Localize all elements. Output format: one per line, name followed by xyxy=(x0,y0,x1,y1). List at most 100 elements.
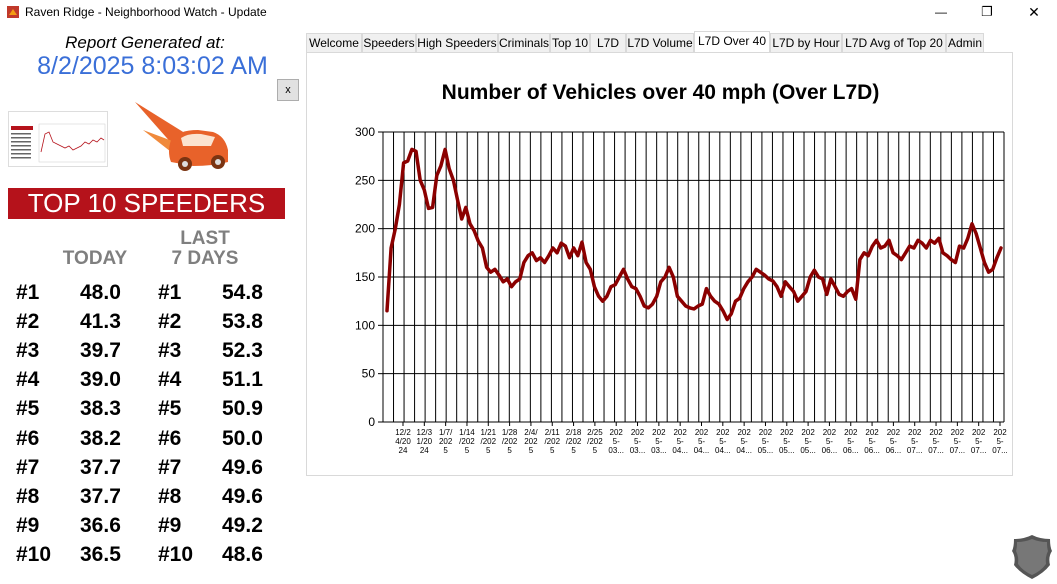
report-thumbnail-image xyxy=(8,111,108,167)
today-rank: #6 xyxy=(16,426,40,450)
today-speed: 36.6 xyxy=(80,513,121,537)
last7-speed: 48.6 xyxy=(222,542,263,566)
tab-high-speeders[interactable]: High Speeders xyxy=(416,33,498,52)
last7-speed: 53.8 xyxy=(222,310,263,334)
close-icon: ✕ xyxy=(1028,3,1040,20)
today-speed: 37.7 xyxy=(80,484,121,508)
last7-rank: #8 xyxy=(158,484,182,508)
x-tick-label: 2/25/202 5 xyxy=(587,428,603,455)
y-tick-label: 0 xyxy=(368,415,375,429)
today-rank: #5 xyxy=(16,397,40,421)
last7-speed: 51.1 xyxy=(222,368,263,392)
tab-l7d-volume[interactable]: L7D Volume xyxy=(626,33,694,52)
y-tick-label: 50 xyxy=(362,367,376,381)
tab-top-10[interactable]: Top 10 xyxy=(550,33,590,52)
last7-column-header-line1: LAST xyxy=(180,228,230,249)
x-tick-label: 202 5-06... xyxy=(822,428,838,455)
today-speed: 38.3 xyxy=(80,397,121,421)
close-panel-button[interactable]: x xyxy=(277,79,299,101)
last7-column-header-line2: 7 DAYS xyxy=(171,248,239,269)
y-tick-label: 100 xyxy=(355,318,375,332)
speeding-car-logo xyxy=(135,102,228,171)
y-tick-label: 200 xyxy=(355,222,375,236)
shield-badge-icon xyxy=(1012,535,1052,579)
x-tick-label: 202 5-06... xyxy=(843,428,859,455)
x-tick-label: 202 5-07... xyxy=(992,428,1008,455)
y-tick-label: 250 xyxy=(355,173,375,187)
x-tick-label: 2/4/202 5 xyxy=(524,428,538,455)
window-title: Raven Ridge - Neighborhood Watch - Updat… xyxy=(25,5,267,19)
x-tick-label: 2/11/202 5 xyxy=(544,428,560,455)
x-tick-label: 202 5-07... xyxy=(907,428,923,455)
today-rank: #1 xyxy=(16,281,40,304)
chart-title: Number of Vehicles over 40 mph (Over L7D… xyxy=(441,81,880,104)
x-tick-label: 202 5-06... xyxy=(864,428,880,455)
report-generated-label: Report Generated at: xyxy=(65,33,225,52)
last7-rank: #10 xyxy=(158,542,194,566)
maximize-icon: ❐ xyxy=(981,4,993,19)
x-tick-label: 12/2 4/20 24 xyxy=(395,428,411,455)
x-tick-label: 202 5-07... xyxy=(950,428,966,455)
last7-rank: #4 xyxy=(158,368,182,392)
last7-speed: 54.8 xyxy=(222,281,263,304)
speeder-row: #7 37.7 #7 49.6 xyxy=(0,456,300,484)
x-tick-label: 12/3 1/20 24 xyxy=(417,428,433,455)
app-icon xyxy=(7,6,19,18)
x-tick-label: 202 5-04... xyxy=(694,428,710,455)
last7-speed: 49.6 xyxy=(222,455,263,479)
tab-welcome[interactable]: Welcome xyxy=(306,33,362,52)
close-window-button[interactable]: ✕ xyxy=(1011,0,1057,24)
speeder-row: #10 36.5 #10 48.6 xyxy=(0,543,300,571)
x-tick-label: 202 5-03... xyxy=(608,428,624,455)
x-tick-label: 1/28/202 5 xyxy=(502,428,518,455)
tab-criminals[interactable]: Criminals xyxy=(498,33,550,52)
tab-l7d[interactable]: L7D xyxy=(590,33,626,52)
today-rank: #8 xyxy=(16,484,40,508)
last7-rank: #2 xyxy=(158,310,182,334)
x-tick-label: 2/18/202 5 xyxy=(566,428,582,455)
speeder-row: #4 39.0 #4 51.1 xyxy=(0,368,300,396)
x-tick-label: 202 5-06... xyxy=(886,428,902,455)
last7-rank: #6 xyxy=(158,426,182,450)
tab-speeders[interactable]: Speeders xyxy=(362,33,416,52)
today-speed: 39.7 xyxy=(80,339,121,363)
y-tick-label: 300 xyxy=(355,125,375,139)
last7-rank: #5 xyxy=(158,397,182,421)
speeder-row: #8 37.7 #8 49.6 xyxy=(0,485,300,513)
chart-panel: Number of Vehicles over 40 mph (Over L7D… xyxy=(306,52,1013,476)
last7-speed: 49.6 xyxy=(222,484,263,508)
today-speed: 39.0 xyxy=(80,368,121,392)
speeder-row: #9 36.6 #9 49.2 xyxy=(0,514,300,542)
report-datetime: 8/2/2025 8:03:02 AM xyxy=(37,52,268,80)
last7-rank: #9 xyxy=(158,513,182,537)
x-tick-label: 202 5-05... xyxy=(800,428,816,455)
today-speed: 41.3 xyxy=(80,310,121,334)
x-tick-label: 202 5-04... xyxy=(736,428,752,455)
tab-admin[interactable]: Admin xyxy=(946,33,984,52)
x-tick-label: 202 5-05... xyxy=(758,428,774,455)
x-tick-label: 202 5-04... xyxy=(715,428,731,455)
x-tick-label: 202 5-03... xyxy=(651,428,667,455)
last7-speed: 50.9 xyxy=(222,397,263,421)
speeder-row: #5 38.3 #5 50.9 xyxy=(0,397,300,425)
speeder-row: #1 48.0 #1 54.8 xyxy=(0,281,300,309)
minimize-button[interactable]: — xyxy=(918,0,964,24)
today-rank: #4 xyxy=(16,368,40,392)
tab-l7d-avg-of-top-20[interactable]: L7D Avg of Top 20 xyxy=(842,33,946,52)
today-rank: #2 xyxy=(16,310,40,334)
speeder-row: #6 38.2 #6 50.0 xyxy=(0,427,300,455)
today-rank: #7 xyxy=(16,455,40,479)
tab-l7d-over-40[interactable]: L7D Over 40 xyxy=(694,31,770,53)
today-speed: 36.5 xyxy=(80,542,121,566)
last7-rank: #1 xyxy=(158,281,182,304)
today-rank: #9 xyxy=(16,513,40,537)
last7-speed: 50.0 xyxy=(222,426,263,450)
last7-rank: #3 xyxy=(158,339,182,363)
x-tick-label: 202 5-03... xyxy=(630,428,646,455)
maximize-button[interactable]: ❐ xyxy=(964,0,1010,24)
speeder-row: #3 39.7 #3 52.3 xyxy=(0,339,300,367)
today-rank: #3 xyxy=(16,339,40,363)
x-tick-label: 1/21/202 5 xyxy=(480,428,496,455)
tab-l7d-by-hour[interactable]: L7D by Hour xyxy=(770,33,842,52)
last7-rank: #7 xyxy=(158,455,182,479)
